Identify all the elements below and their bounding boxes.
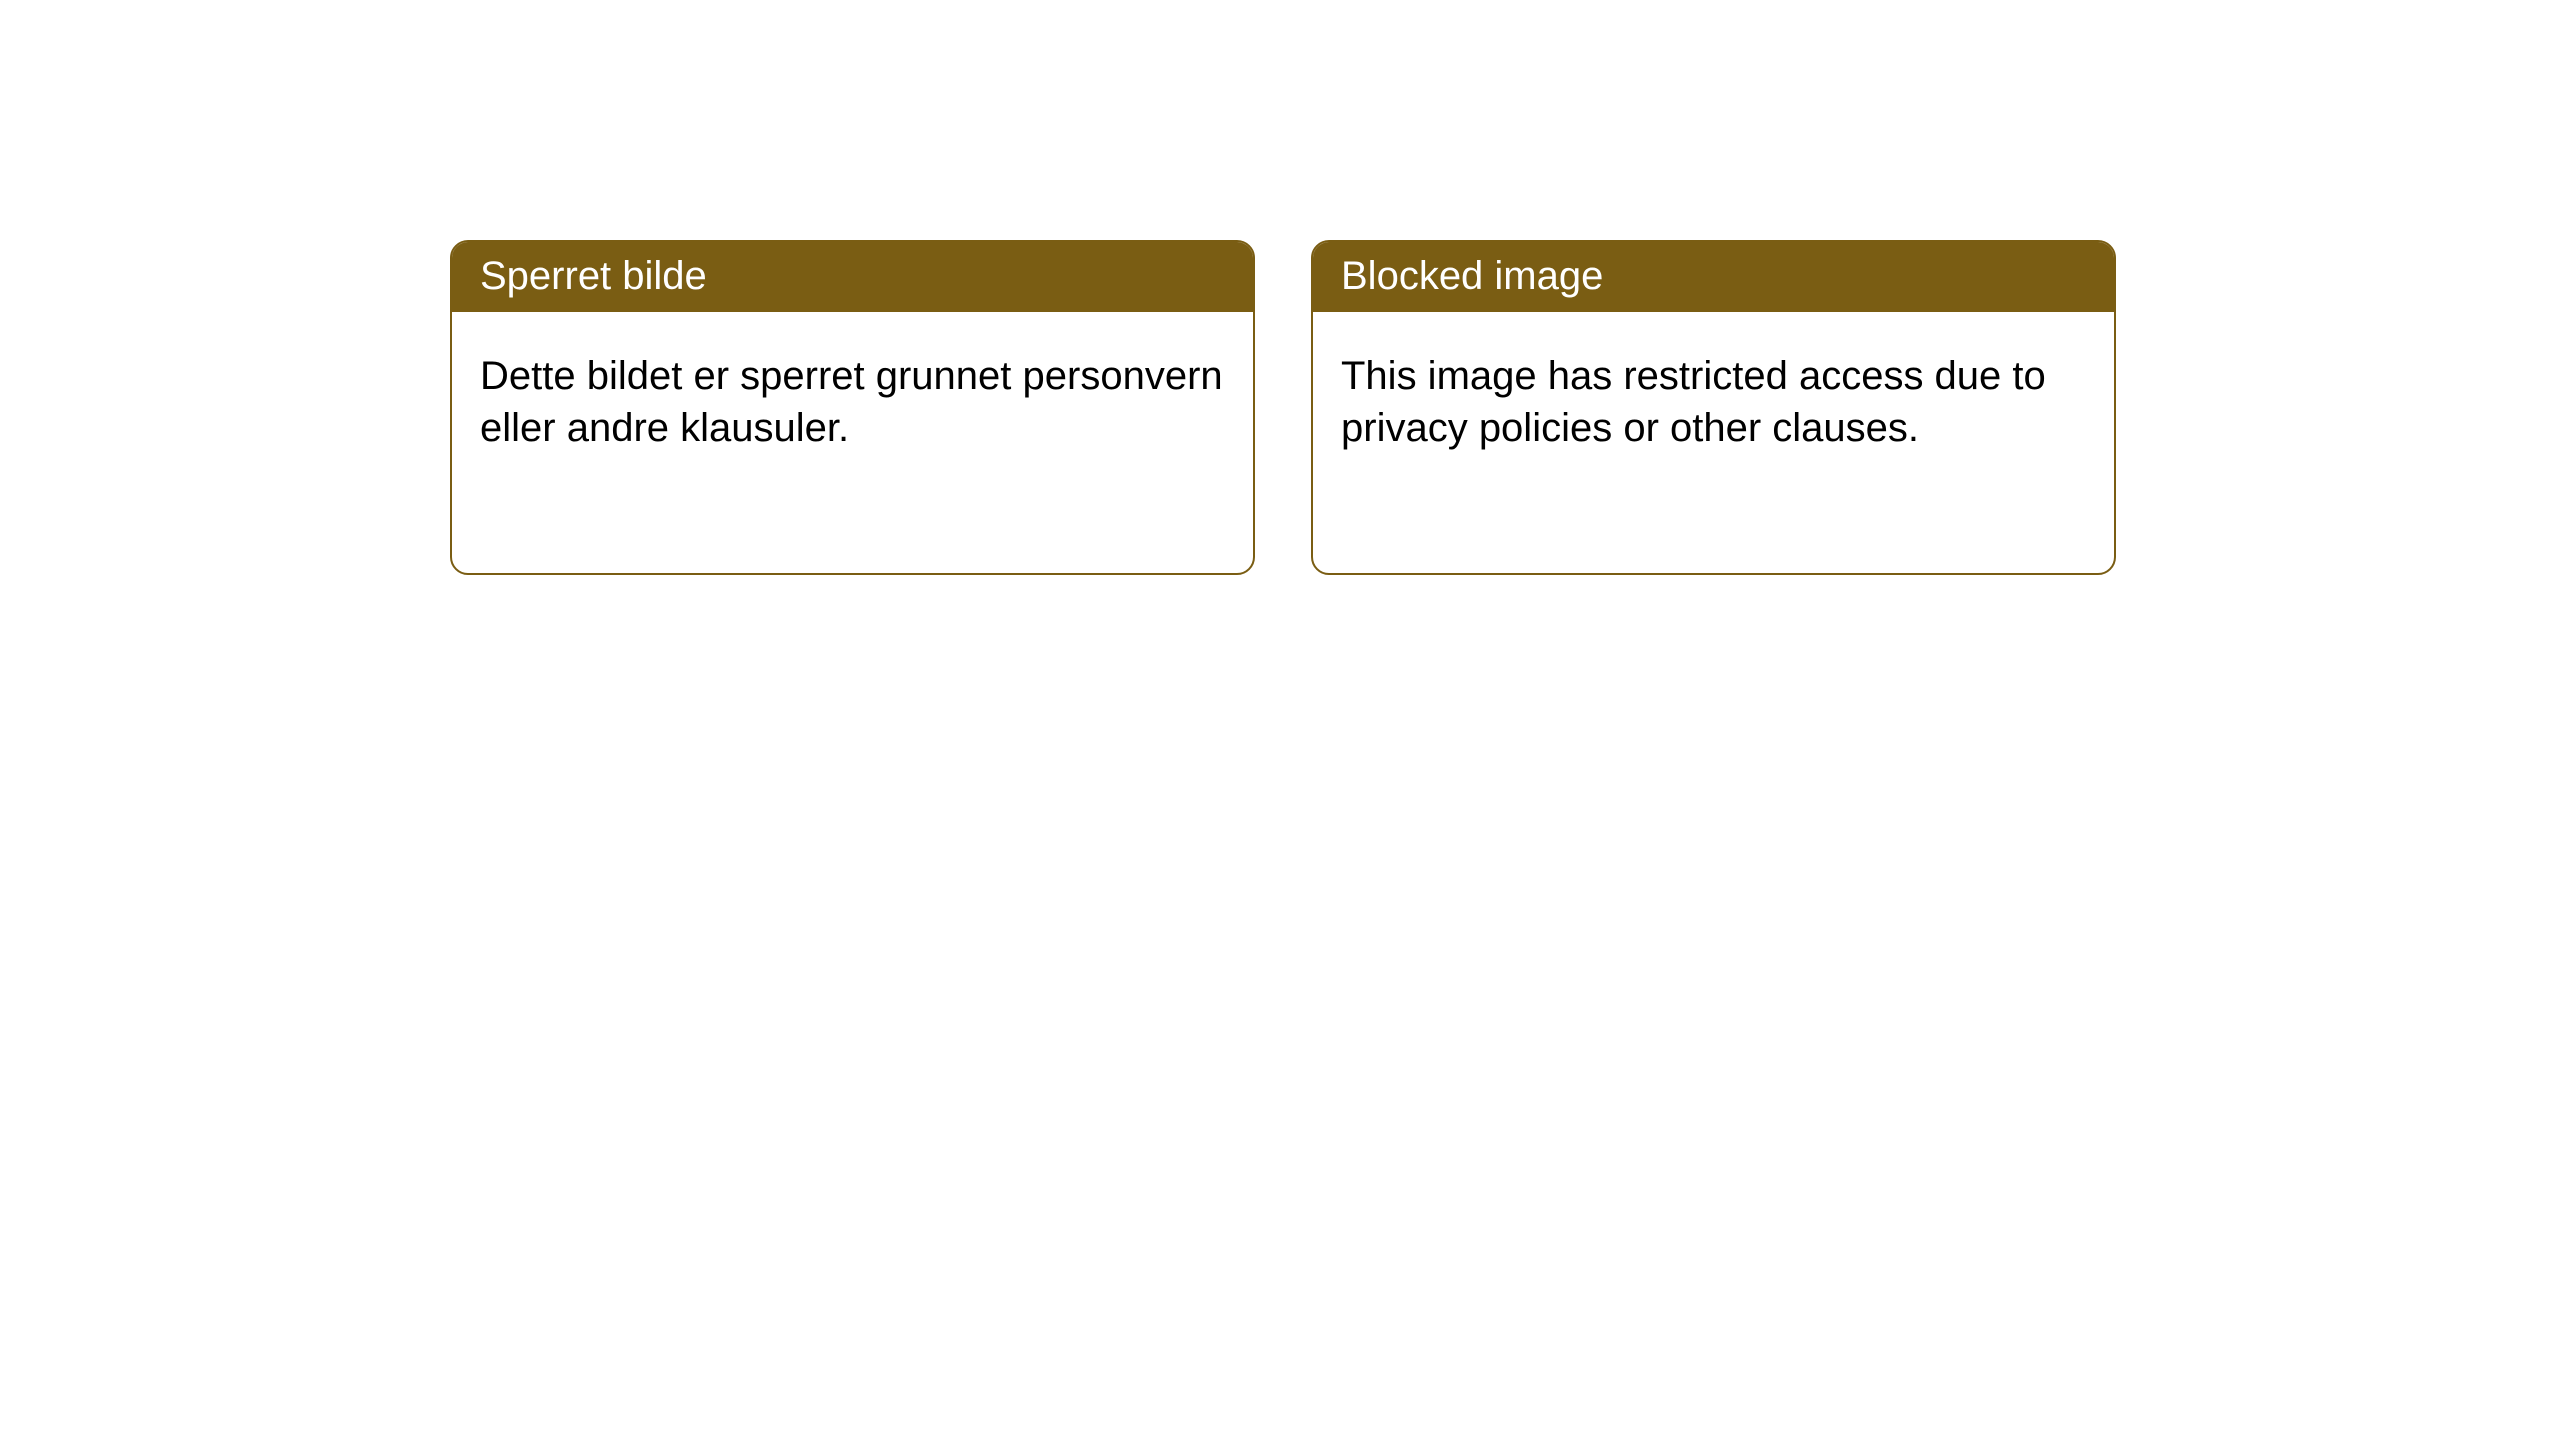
notice-container: Sperret bilde Dette bildet er sperret gr… <box>0 0 2560 575</box>
notice-card-english: Blocked image This image has restricted … <box>1311 240 2116 575</box>
notice-body-norwegian: Dette bildet er sperret grunnet personve… <box>452 312 1253 482</box>
notice-title-english: Blocked image <box>1313 242 2114 312</box>
notice-body-english: This image has restricted access due to … <box>1313 312 2114 482</box>
notice-card-norwegian: Sperret bilde Dette bildet er sperret gr… <box>450 240 1255 575</box>
notice-title-norwegian: Sperret bilde <box>452 242 1253 312</box>
